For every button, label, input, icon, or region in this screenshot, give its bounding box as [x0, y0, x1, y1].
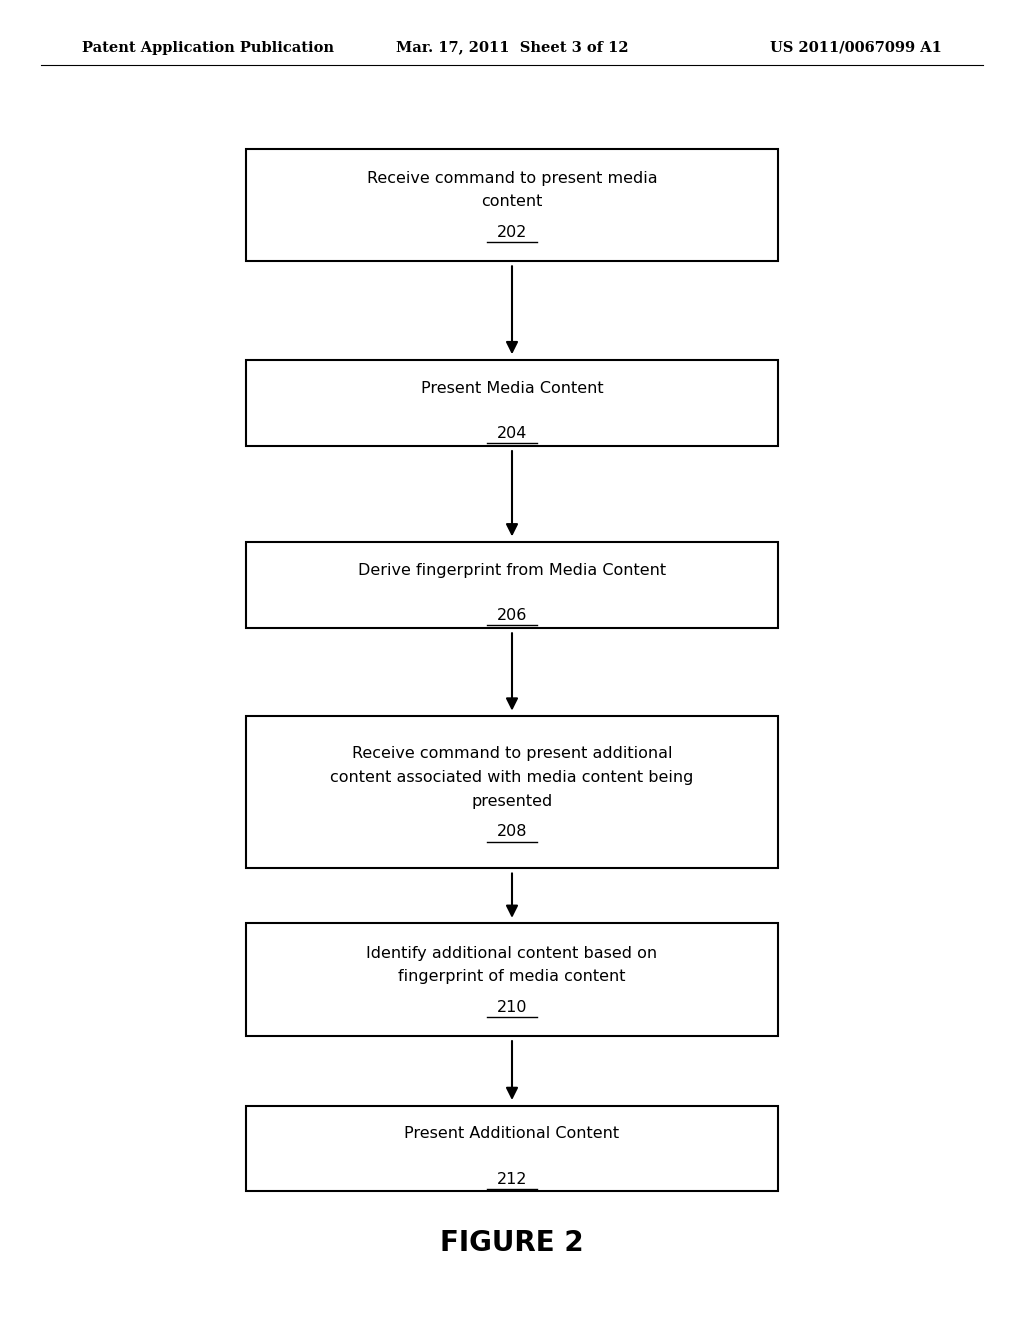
- FancyBboxPatch shape: [246, 924, 778, 1035]
- Text: 206: 206: [497, 609, 527, 623]
- FancyBboxPatch shape: [246, 1106, 778, 1191]
- Text: presented: presented: [471, 793, 553, 809]
- Text: Identify additional content based on: Identify additional content based on: [367, 945, 657, 961]
- Text: Present Media Content: Present Media Content: [421, 380, 603, 396]
- Text: content associated with media content being: content associated with media content be…: [331, 770, 693, 785]
- Text: 212: 212: [497, 1172, 527, 1187]
- Text: 202: 202: [497, 226, 527, 240]
- Text: Patent Application Publication: Patent Application Publication: [82, 41, 334, 54]
- Text: Derive fingerprint from Media Content: Derive fingerprint from Media Content: [358, 562, 666, 578]
- Text: US 2011/0067099 A1: US 2011/0067099 A1: [770, 41, 942, 54]
- Text: Mar. 17, 2011  Sheet 3 of 12: Mar. 17, 2011 Sheet 3 of 12: [395, 41, 629, 54]
- FancyBboxPatch shape: [246, 359, 778, 446]
- Text: Receive command to present additional: Receive command to present additional: [352, 746, 672, 762]
- Text: Receive command to present media: Receive command to present media: [367, 170, 657, 186]
- Text: 204: 204: [497, 426, 527, 441]
- FancyBboxPatch shape: [246, 541, 778, 627]
- Text: 208: 208: [497, 825, 527, 840]
- Text: FIGURE 2: FIGURE 2: [440, 1229, 584, 1258]
- FancyBboxPatch shape: [246, 715, 778, 869]
- Text: content: content: [481, 194, 543, 210]
- Text: fingerprint of media content: fingerprint of media content: [398, 969, 626, 985]
- Text: Present Additional Content: Present Additional Content: [404, 1126, 620, 1142]
- Text: 210: 210: [497, 1001, 527, 1015]
- FancyBboxPatch shape: [246, 149, 778, 261]
